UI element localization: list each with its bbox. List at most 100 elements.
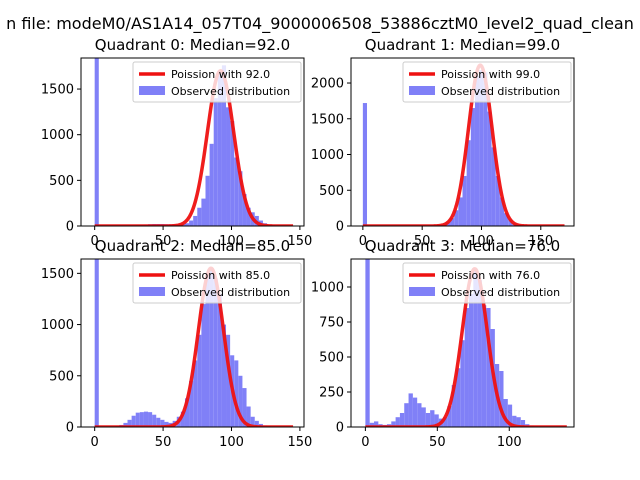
histogram-bar [486, 308, 491, 427]
histogram-bar [131, 415, 136, 427]
legend-label-fit: Poission with 85.0 [171, 269, 270, 282]
histogram-bar [254, 420, 259, 427]
axes-frame [350, 57, 575, 227]
histogram-bar [374, 421, 379, 427]
y-tick-label: 1000 [41, 128, 74, 143]
histogram-bar [369, 422, 375, 427]
histogram-bar [230, 121, 235, 226]
histogram-bar [495, 175, 500, 226]
y-tick-label: 750 [319, 316, 344, 331]
histogram-bar [443, 417, 448, 427]
y-tick-label: 500 [319, 351, 344, 366]
histogram-bar [209, 268, 214, 427]
legend-box [132, 262, 302, 304]
histogram-bar [209, 143, 214, 226]
histogram-bar [123, 422, 128, 427]
histogram-bar [184, 223, 190, 226]
histogram-bar [451, 385, 457, 427]
histogram-bar [466, 140, 471, 226]
histogram-bar [474, 75, 480, 226]
histogram-bar [481, 305, 487, 427]
y-tick-label: 0 [66, 421, 74, 436]
histogram-bar [201, 304, 206, 427]
legend-patch-swatch [409, 287, 435, 296]
x-tick-label: 0 [91, 234, 99, 249]
histogram-bar [246, 406, 251, 427]
histogram-bar [391, 421, 396, 427]
legend: Poission with 92.0 Observed distribution [132, 61, 302, 103]
histogram-bar [470, 108, 475, 226]
legend-label-observed: Observed distribution [441, 85, 560, 98]
legend-patch-swatch [139, 86, 165, 95]
x-tick-label: 0 [91, 435, 99, 450]
plot-area [93, 58, 296, 226]
histogram-bar [250, 416, 255, 427]
legend: Poission with 99.0 Observed distribution [402, 61, 572, 103]
y-tick-label: 0 [336, 421, 344, 436]
histogram-bar [160, 419, 165, 427]
y-tick-label: 250 [319, 386, 344, 401]
poisson-fit-line [93, 69, 295, 226]
x-tick-label: 50 [429, 435, 446, 450]
histogram-bar [365, 259, 370, 427]
legend-patch-swatch [139, 287, 165, 296]
histogram-bar [94, 259, 99, 427]
histogram-bar [139, 412, 144, 427]
y-tick-label: 1000 [311, 148, 344, 163]
histogram-bar [205, 175, 210, 226]
histogram-bar [464, 308, 469, 427]
x-tick-label: 100 [469, 234, 494, 249]
histogram-bar [152, 414, 157, 427]
legend-label-fit: Poission with 92.0 [171, 68, 270, 81]
histogram-bar [242, 388, 247, 427]
histogram-bar [430, 410, 435, 427]
histogram-bar [512, 415, 517, 427]
x-tick-label: 150 [287, 435, 312, 450]
histogram-bar [507, 404, 513, 427]
histogram-bar [217, 70, 222, 226]
x-tick-label: 50 [155, 435, 172, 450]
histogram-bar [399, 413, 405, 427]
legend-label-observed: Observed distribution [171, 286, 290, 299]
histogram-bar [487, 111, 492, 226]
y-tick-label: 0 [66, 220, 74, 235]
histogram-bar [234, 157, 239, 226]
histogram-bar [135, 412, 140, 427]
histogram-bar [221, 324, 227, 427]
chart-title: Quadrant 0: Median=92.0 [95, 36, 290, 54]
x-tick-label: 100 [219, 435, 244, 450]
y-tick-label: 1500 [311, 112, 344, 127]
chart-title: Quadrant 3: Median=76.0 [365, 237, 560, 255]
histogram-bar [421, 407, 426, 427]
histogram-bar [242, 194, 247, 226]
histogram-bar [193, 360, 198, 427]
histogram-bar [238, 375, 243, 427]
histogram-bar [193, 215, 198, 226]
histogram-bar [94, 58, 99, 226]
histogram-bar [483, 72, 488, 226]
y-tick-label: 1500 [41, 267, 74, 282]
histogram-bar [491, 147, 496, 226]
y-tick-label: 500 [49, 174, 74, 189]
axes-frame [80, 258, 305, 428]
histogram-bar [450, 218, 455, 226]
histogram-bar [164, 421, 169, 427]
histogram-bar [503, 399, 508, 427]
legend: Poission with 76.0 Observed distribution [402, 262, 572, 304]
y-tick-label: 0 [336, 220, 344, 235]
legend-label-fit: Poission with 76.0 [441, 269, 540, 282]
axes-frame [350, 258, 575, 428]
histogram-bar [184, 398, 190, 427]
histogram-bar [180, 411, 185, 427]
histogram-bar [479, 70, 484, 226]
figure-suptitle: n file: modeM0/AS1A14_057T04_9000006508_… [6, 14, 634, 34]
histogram-bar [189, 380, 194, 427]
histogram-bar [197, 334, 202, 427]
histogram-bar [477, 280, 482, 427]
histogram-bar [473, 268, 478, 427]
histogram-bar [201, 198, 206, 226]
x-tick-label: 50 [155, 234, 172, 249]
histogram-bar [246, 207, 251, 226]
y-tick-label: 2000 [311, 77, 344, 92]
